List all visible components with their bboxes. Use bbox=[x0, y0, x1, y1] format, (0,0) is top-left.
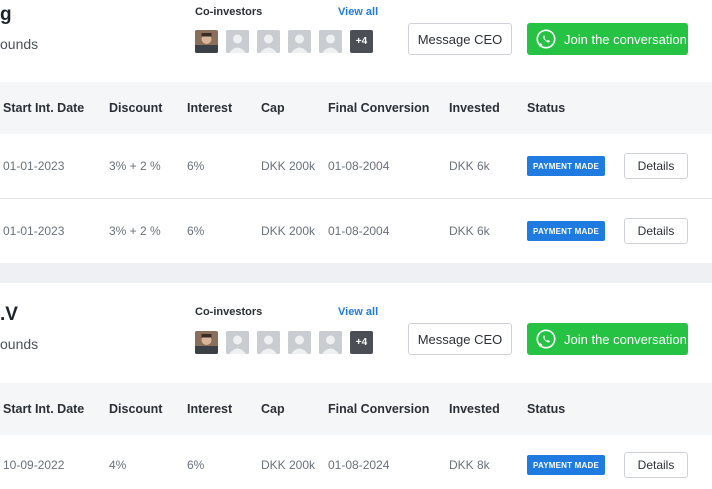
message-ceo-button[interactable]: Message CEO bbox=[408, 23, 512, 55]
table-header: Start Int. Date Discount Interest Cap Fi… bbox=[0, 383, 712, 435]
details-button[interactable]: Details bbox=[624, 452, 688, 478]
cell-interest: 6% bbox=[187, 159, 205, 173]
view-all-link[interactable]: View all bbox=[338, 6, 379, 18]
join-conversation-label: Join the conversation bbox=[564, 331, 687, 347]
status-badge: PAYMENT MADE bbox=[527, 156, 605, 176]
avatar-placeholder[interactable] bbox=[288, 331, 311, 354]
join-conversation-label: Join the conversation bbox=[564, 31, 687, 47]
company-name: g bbox=[0, 4, 12, 25]
table-header: Start Int. Date Discount Interest Cap Fi… bbox=[0, 82, 712, 134]
avatar-placeholder[interactable] bbox=[257, 30, 280, 53]
whatsapp-icon bbox=[536, 329, 556, 349]
cell-final-conversion: 01-08-2004 bbox=[328, 159, 390, 173]
column-header-status: Status bbox=[527, 101, 566, 115]
column-header-cap: Cap bbox=[261, 101, 285, 115]
rounds-label: ounds bbox=[0, 36, 39, 52]
investment-card: g ounds Co-investors View all +4 Message… bbox=[0, 0, 712, 263]
status-badge: PAYMENT MADE bbox=[527, 221, 605, 241]
table-row: 01-01-2023 3% + 2 % 6% DKK 200k 01-08-20… bbox=[0, 199, 712, 264]
column-header-status: Status bbox=[527, 402, 566, 416]
avatar-placeholder[interactable] bbox=[257, 331, 280, 354]
column-header-final-conversion: Final Conversion bbox=[328, 402, 430, 416]
column-header-discount: Discount bbox=[109, 402, 163, 416]
details-button[interactable]: Details bbox=[624, 153, 688, 179]
column-header-final-conversion: Final Conversion bbox=[328, 101, 430, 115]
cell-start-date: 01-01-2023 bbox=[3, 159, 65, 173]
whatsapp-icon bbox=[536, 29, 556, 49]
cell-invested: DKK 8k bbox=[449, 458, 490, 472]
co-investor-avatars: +4 bbox=[195, 331, 373, 354]
column-header-start-date: Start Int. Date bbox=[3, 101, 85, 115]
co-investor-avatars: +4 bbox=[195, 30, 373, 53]
cell-final-conversion: 01-08-2004 bbox=[328, 224, 390, 238]
co-investors-label: Co-investors bbox=[195, 6, 263, 18]
cell-discount: 4% bbox=[109, 458, 127, 472]
avatar[interactable] bbox=[195, 30, 218, 53]
investment-card: .V ounds Co-investors View all +4 Messag… bbox=[0, 283, 712, 489]
avatar[interactable] bbox=[195, 331, 218, 354]
cell-invested: DKK 6k bbox=[449, 224, 490, 238]
column-header-invested: Invested bbox=[449, 101, 500, 115]
co-investors-label: Co-investors bbox=[195, 306, 263, 318]
cell-discount: 3% + 2 % bbox=[109, 159, 161, 173]
cell-interest: 6% bbox=[187, 458, 205, 472]
avatar-placeholder[interactable] bbox=[226, 331, 249, 354]
cell-cap: DKK 200k bbox=[261, 224, 316, 238]
column-header-interest: Interest bbox=[187, 402, 233, 416]
status-badge: PAYMENT MADE bbox=[527, 455, 605, 475]
cell-start-date: 01-01-2023 bbox=[3, 224, 65, 238]
cell-cap: DKK 200k bbox=[261, 458, 316, 472]
table-row: 10-09-2022 4% 6% DKK 200k 01-08-2024 DKK… bbox=[0, 433, 712, 489]
card-header: .V ounds Co-investors View all +4 Messag… bbox=[0, 283, 712, 365]
cell-interest: 6% bbox=[187, 224, 205, 238]
cell-cap: DKK 200k bbox=[261, 159, 316, 173]
more-co-investors-badge[interactable]: +4 bbox=[350, 331, 373, 354]
avatar-placeholder[interactable] bbox=[226, 30, 249, 53]
table-row: 01-01-2023 3% + 2 % 6% DKK 200k 01-08-20… bbox=[0, 134, 712, 199]
column-header-cap: Cap bbox=[261, 402, 285, 416]
join-conversation-button[interactable]: Join the conversation bbox=[527, 23, 688, 55]
join-conversation-button[interactable]: Join the conversation bbox=[527, 323, 688, 355]
message-ceo-button[interactable]: Message CEO bbox=[408, 323, 512, 355]
cell-invested: DKK 6k bbox=[449, 159, 490, 173]
more-co-investors-badge[interactable]: +4 bbox=[350, 30, 373, 53]
avatar-placeholder[interactable] bbox=[319, 30, 342, 53]
column-header-interest: Interest bbox=[187, 101, 233, 115]
column-header-invested: Invested bbox=[449, 402, 500, 416]
cell-discount: 3% + 2 % bbox=[109, 224, 161, 238]
details-button[interactable]: Details bbox=[624, 218, 688, 244]
view-all-link[interactable]: View all bbox=[338, 306, 379, 318]
company-name: .V bbox=[0, 304, 18, 325]
card-header: g ounds Co-investors View all +4 Message… bbox=[0, 0, 712, 82]
column-header-start-date: Start Int. Date bbox=[3, 402, 85, 416]
rounds-label: ounds bbox=[0, 336, 39, 352]
cell-final-conversion: 01-08-2024 bbox=[328, 458, 390, 472]
avatar-placeholder[interactable] bbox=[288, 30, 311, 53]
avatar-placeholder[interactable] bbox=[319, 331, 342, 354]
column-header-discount: Discount bbox=[109, 101, 163, 115]
cell-start-date: 10-09-2022 bbox=[3, 458, 65, 472]
